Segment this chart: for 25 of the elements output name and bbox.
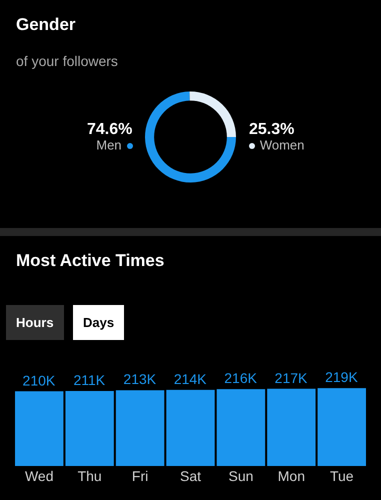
slice-label: Men — [96, 138, 132, 153]
x-tick-label: Tue — [330, 468, 354, 484]
legend-label: Women — [249, 138, 304, 153]
text: Days — [83, 315, 114, 330]
data-label: 74.6% — [87, 121, 132, 138]
data-label: 217K — [274, 370, 308, 386]
donut-slice — [190, 92, 236, 137]
chart-title: Most Active Times — [16, 250, 164, 270]
data-label: 210K — [22, 372, 56, 388]
chart-title: Gender — [16, 14, 76, 34]
donut-slice — [145, 92, 236, 182]
data-label: 213K — [123, 371, 157, 388]
data-label: 216K — [224, 370, 258, 386]
x-tick-label: Fri — [132, 468, 148, 484]
x-tick-label: Thu — [78, 468, 102, 484]
x-tick-label: Mon — [278, 468, 305, 484]
chart-subtitle: of your followers — [16, 53, 118, 70]
x-tick-label: Sun — [228, 468, 254, 484]
x-tick-label: Wed — [24, 468, 54, 484]
data-label: 214K — [174, 370, 208, 387]
data-label: 211K — [73, 372, 106, 388]
data-label: 219K — [325, 369, 358, 386]
x-tick-label: Sat — [180, 468, 202, 484]
data-label: 25.3% — [249, 121, 294, 138]
text: Hours — [16, 315, 54, 330]
